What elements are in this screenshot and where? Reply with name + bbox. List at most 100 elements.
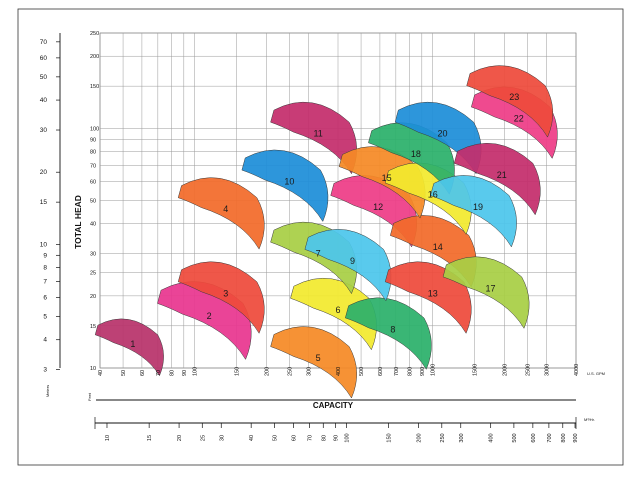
gpm-tick-label: 50 bbox=[121, 370, 127, 376]
meters-tick-label: 15 bbox=[40, 199, 48, 206]
meters-tick-label: 8 bbox=[43, 265, 47, 272]
meters-tick-label: 60 bbox=[40, 55, 48, 62]
series-label-17: 17 bbox=[486, 283, 496, 293]
series-region-1 bbox=[94, 318, 164, 377]
series-label-8: 8 bbox=[390, 324, 395, 334]
gpm-tick-label: 70 bbox=[156, 370, 162, 376]
series-label-4: 4 bbox=[223, 204, 228, 214]
m3h-tick-label: 200 bbox=[417, 433, 423, 442]
feet-unit-label: Feet bbox=[87, 392, 92, 401]
series-region-13 bbox=[384, 261, 472, 334]
labels: TOTAL HEAD CAPACITY Feet Meters U.S. GPM… bbox=[45, 195, 605, 422]
series-region-19 bbox=[430, 175, 517, 248]
series-label-5: 5 bbox=[316, 353, 321, 363]
gpm-tick-label: 300 bbox=[306, 367, 312, 376]
gpm-tick-label: 1500 bbox=[473, 364, 479, 376]
series-label-21: 21 bbox=[497, 170, 507, 180]
gpm-tick-label: 900 bbox=[420, 367, 426, 376]
series-label-18: 18 bbox=[411, 149, 421, 159]
m3h-tick-label: 50 bbox=[272, 435, 278, 441]
feet-tick-label: 60 bbox=[90, 180, 96, 186]
series-region-20 bbox=[394, 101, 482, 175]
feet-tick-label: 250 bbox=[90, 31, 99, 37]
meters-tick-label: 4 bbox=[43, 337, 47, 344]
m3h-tick-label: 60 bbox=[291, 435, 297, 441]
series-label-20: 20 bbox=[438, 129, 448, 139]
series-label-1: 1 bbox=[130, 339, 135, 349]
series-label-23: 23 bbox=[509, 92, 519, 102]
series-label-13: 13 bbox=[428, 288, 438, 298]
meters-tick-label: 5 bbox=[43, 313, 47, 320]
series-region-21 bbox=[453, 142, 541, 216]
meters-tick-label: 10 bbox=[40, 241, 48, 248]
series-label-14: 14 bbox=[433, 242, 443, 252]
m3h-tick-label: 250 bbox=[440, 433, 446, 442]
m3h-tick-label: 15 bbox=[147, 435, 153, 441]
m3h-tick-label: 600 bbox=[531, 433, 537, 442]
gpm-tick-label: 800 bbox=[408, 367, 414, 376]
gpm-tick-label: 250 bbox=[287, 367, 293, 376]
series-label-12: 12 bbox=[373, 202, 383, 212]
m3h-tick-label: 900 bbox=[573, 433, 579, 442]
m3h-tick-label: 70 bbox=[307, 435, 313, 441]
m3h-tick-label: 10 bbox=[105, 435, 111, 441]
feet-tick-label: 30 bbox=[90, 252, 96, 258]
series-label-11: 11 bbox=[313, 129, 322, 139]
gpm-tick-label: 3000 bbox=[544, 364, 550, 376]
m3h-tick-label: 400 bbox=[489, 433, 495, 442]
gpm-tick-label: 4000 bbox=[574, 364, 580, 376]
axes: 3456789101520304050607010152025304050607… bbox=[40, 31, 580, 443]
feet-tick-label: 40 bbox=[90, 222, 96, 228]
x-axis-label: CAPACITY bbox=[313, 401, 354, 410]
feet-tick-label: 15 bbox=[90, 324, 96, 330]
series-label-7: 7 bbox=[316, 249, 321, 259]
y-axis-label: TOTAL HEAD bbox=[73, 195, 83, 249]
series-region-17 bbox=[442, 256, 530, 329]
series-label-16: 16 bbox=[428, 189, 438, 199]
gpm-tick-label: 200 bbox=[264, 367, 270, 376]
feet-tick-label: 90 bbox=[90, 137, 96, 143]
series-label-15: 15 bbox=[382, 173, 392, 183]
meters-tick-label: 9 bbox=[43, 252, 47, 259]
series-label-3: 3 bbox=[223, 288, 228, 298]
m3h-tick-label: 20 bbox=[177, 435, 183, 441]
gpm-tick-label: 90 bbox=[182, 370, 188, 376]
series-region-5 bbox=[270, 326, 357, 399]
series-region-8 bbox=[344, 297, 432, 370]
m3h-tick-label: 25 bbox=[200, 435, 206, 441]
feet-tick-label: 200 bbox=[90, 54, 99, 60]
m3h-tick-label: 30 bbox=[219, 435, 225, 441]
m3h-tick-label: 100 bbox=[344, 433, 350, 442]
m3h-tick-label: 700 bbox=[547, 433, 553, 442]
m3h-tick-label: 40 bbox=[249, 435, 255, 441]
series-label-6: 6 bbox=[335, 305, 340, 315]
m3h-tick-label: 150 bbox=[387, 433, 393, 442]
series-label-22: 22 bbox=[514, 113, 524, 123]
feet-tick-label: 10 bbox=[90, 366, 96, 372]
meters-unit-label: Meters bbox=[45, 385, 50, 397]
gpm-tick-label: 80 bbox=[170, 370, 176, 376]
series-region-10 bbox=[241, 149, 329, 223]
series-region-11 bbox=[270, 101, 357, 175]
series-label-9: 9 bbox=[350, 256, 355, 266]
feet-tick-label: 150 bbox=[90, 84, 99, 90]
gpm-tick-label: 40 bbox=[98, 370, 104, 376]
series-region-6 bbox=[290, 277, 377, 351]
series-region-9 bbox=[304, 229, 392, 302]
meters-tick-label: 40 bbox=[40, 97, 48, 104]
m3h-tick-label: 500 bbox=[512, 433, 518, 442]
gpm-tick-label: 100 bbox=[193, 367, 199, 376]
series-label-19: 19 bbox=[473, 202, 483, 212]
meters-tick-label: 30 bbox=[40, 127, 48, 134]
feet-tick-label: 50 bbox=[90, 199, 96, 205]
feet-tick-label: 20 bbox=[90, 294, 96, 300]
feet-tick-label: 70 bbox=[90, 163, 96, 169]
m3h-unit-label: M³/Hr. bbox=[584, 417, 595, 422]
m3h-tick-label: 800 bbox=[561, 433, 567, 442]
gpm-tick-label: 2000 bbox=[502, 364, 508, 376]
chart-border bbox=[17, 8, 624, 466]
series-label-10: 10 bbox=[284, 177, 294, 187]
gpm-tick-label: 1000 bbox=[431, 364, 437, 376]
gpm-tick-label: 2500 bbox=[525, 364, 531, 376]
